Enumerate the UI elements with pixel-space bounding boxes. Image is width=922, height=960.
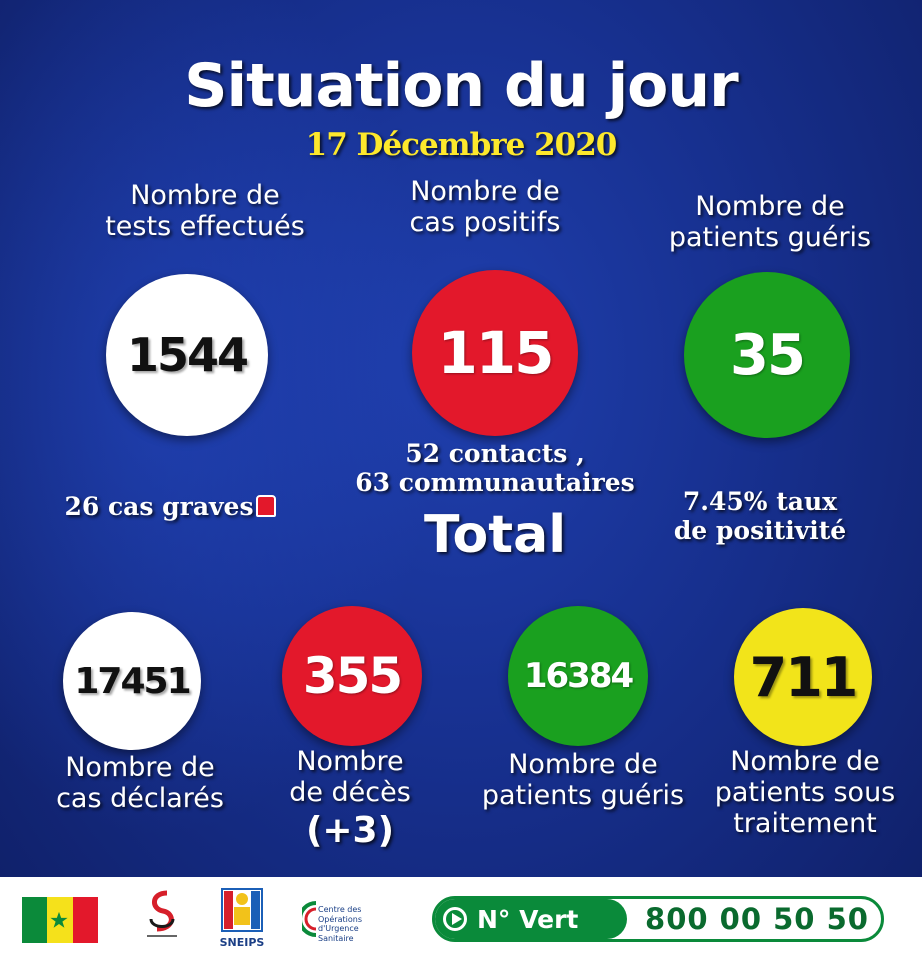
ministry-logo — [132, 889, 192, 949]
recovered-circle: 35 — [684, 272, 850, 438]
serious-cases: 26 cas graves — [40, 492, 300, 522]
report-date: 17 Décembre 2020 — [305, 127, 618, 163]
total-recovered-value: 16384 — [523, 656, 634, 696]
deaths-circle: 355 — [282, 606, 422, 746]
deaths-label-line2: de décès — [289, 777, 411, 809]
tests-label: Nombre de tests effectués — [80, 180, 330, 242]
positivity-line2: de positivité — [673, 515, 847, 545]
positive-detail: 52 contacts , 63 communautaires — [330, 439, 660, 498]
treatment-circle: 711 — [734, 608, 872, 746]
positivity-rate: 7.45% taux de positivité — [650, 487, 870, 546]
tests-label-line2: tests effectués — [105, 211, 305, 243]
deaths-label-line1: Nombre — [296, 746, 404, 777]
footer: SNEIPS Centre des Opérations d'Urgence S… — [0, 877, 922, 960]
positive-label: Nombre de cas positifs — [360, 176, 610, 238]
recovered-value: 35 — [730, 322, 806, 388]
treatment-label-line3: traitement — [733, 808, 877, 840]
tests-circle: 1544 — [106, 274, 268, 436]
declared-label: Nombre de cas déclarés — [30, 752, 250, 814]
declared-label-line1: Nombre de — [65, 752, 215, 783]
tests-label-line1: Nombre de — [130, 180, 280, 211]
positive-value: 115 — [437, 319, 554, 387]
deaths-delta: (+3) — [305, 810, 395, 852]
hotline-number: 800 00 50 50 — [645, 902, 869, 936]
recovered-label: Nombre de patients guéris — [640, 191, 900, 253]
declared-label-line2: cas déclarés — [56, 783, 224, 815]
page-title: Situation du jour — [184, 51, 738, 121]
positive-label-line1: Nombre de — [410, 176, 560, 207]
total-recovered-circle: 16384 — [508, 606, 648, 746]
positive-circle: 115 — [412, 270, 578, 436]
positive-detail-line2: 63 communautaires — [355, 467, 635, 497]
total-heading: Total — [423, 505, 567, 565]
sneips-name: SNEIPS — [219, 936, 265, 949]
deaths-value: 355 — [302, 647, 403, 705]
senegal-flag — [22, 897, 98, 943]
hotline-label: N° Vert — [477, 904, 579, 934]
declared-circle: 17451 — [63, 612, 201, 750]
tests-value: 1544 — [126, 328, 249, 382]
play-icon — [443, 907, 467, 931]
treatment-label-line2: patients sous — [714, 777, 896, 809]
positivity-line1: 7.45% taux — [682, 487, 838, 516]
treatment-label: Nombre de patients sous traitement — [700, 746, 910, 839]
total-recovered-label-line1: Nombre de — [508, 749, 658, 780]
total-recovered-label-line2: patients guéris — [481, 780, 685, 812]
positive-label-line2: cas positifs — [409, 207, 561, 239]
total-recovered-label: Nombre de patients guéris — [468, 749, 698, 811]
serious-cases-text: 26 cas graves — [64, 492, 254, 521]
treatment-value: 711 — [749, 645, 859, 709]
treatment-label-line1: Nombre de — [730, 746, 880, 777]
positive-detail-line1: 52 contacts , — [405, 439, 585, 468]
alarm-icon — [255, 495, 276, 517]
hotline-badge: N° Vert 800 00 50 50 — [432, 896, 884, 942]
cous-name-line1: Centre des Opérations — [318, 905, 362, 924]
sneips-logo: SNEIPS — [212, 887, 272, 953]
recovered-label-line1: Nombre de — [695, 191, 845, 222]
declared-value: 17451 — [74, 660, 191, 702]
cous-name-line2: d'Urgence Sanitaire — [318, 924, 359, 943]
recovered-label-line2: patients guéris — [668, 222, 872, 254]
cous-logo: Centre des Opérations d'Urgence Sanitair… — [300, 899, 392, 943]
hotline-pill: N° Vert — [435, 899, 627, 939]
deaths-label: Nombre de décès (+3) — [250, 746, 450, 851]
